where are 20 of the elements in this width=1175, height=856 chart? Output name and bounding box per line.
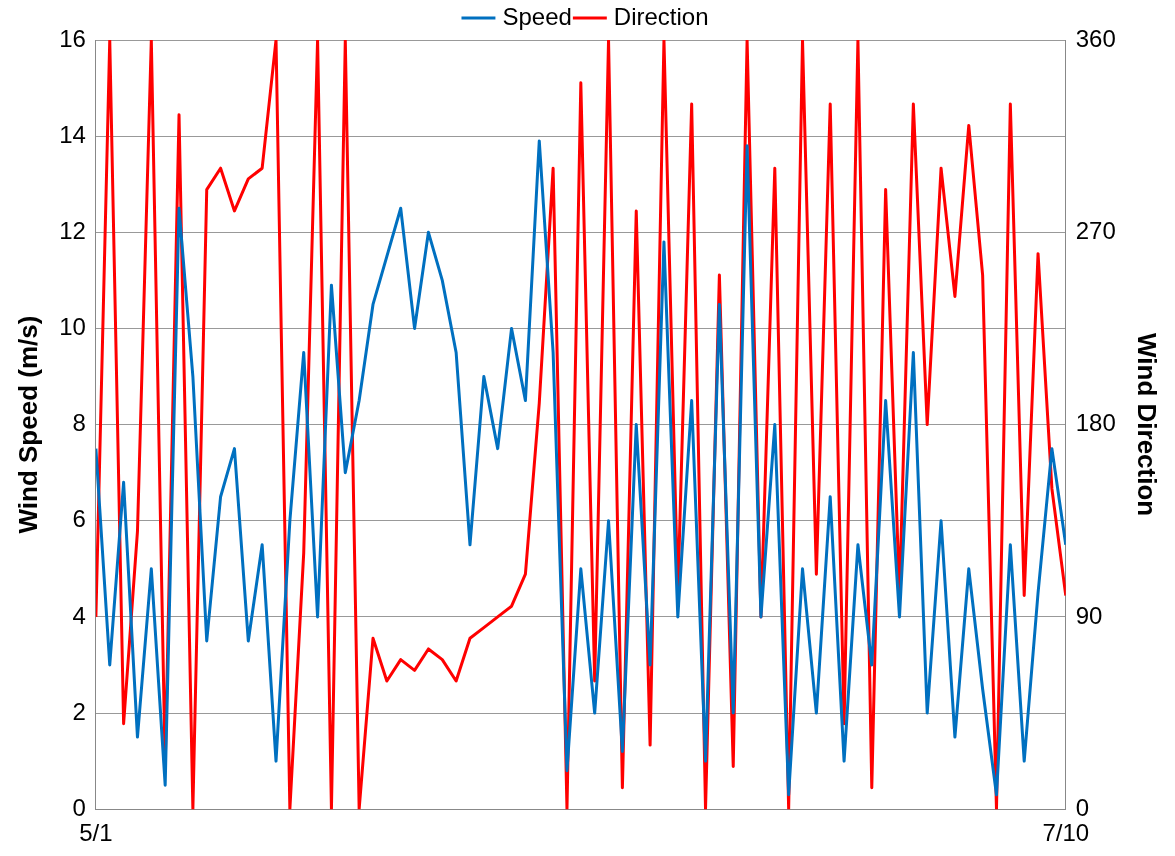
y2-tick-label: 90 [1075, 601, 1103, 629]
y-tick-label: 12 [59, 216, 86, 244]
x-tick-label: 5/1 [79, 819, 113, 847]
y2-tick-label: 180 [1075, 409, 1116, 437]
y-tick-label: 8 [72, 409, 86, 437]
y-tick-label: 0 [72, 793, 86, 821]
legend-label: Speed [502, 2, 572, 30]
y-tick-label: 14 [59, 120, 86, 148]
y2-axis-title: Wind Direction [1132, 332, 1163, 517]
x-tick-label: 7/10 [1042, 819, 1090, 847]
y2-tick-label: 360 [1075, 24, 1116, 52]
legend-label: Direction [613, 2, 709, 30]
y2-tick-label: 270 [1075, 216, 1116, 244]
y-tick-label: 4 [72, 601, 86, 629]
y-tick-label: 2 [72, 697, 86, 725]
y-tick-label: 16 [59, 24, 86, 52]
y-tick-label: 10 [59, 313, 86, 341]
y-axis-title: Wind Speed (m/s) [12, 315, 43, 534]
y2-tick-label: 0 [1075, 793, 1090, 821]
y-tick-label: 6 [72, 505, 86, 533]
